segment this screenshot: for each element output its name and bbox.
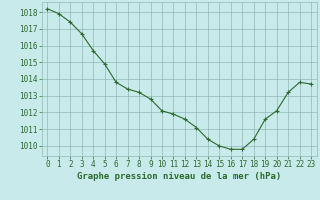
X-axis label: Graphe pression niveau de la mer (hPa): Graphe pression niveau de la mer (hPa) <box>77 172 281 181</box>
